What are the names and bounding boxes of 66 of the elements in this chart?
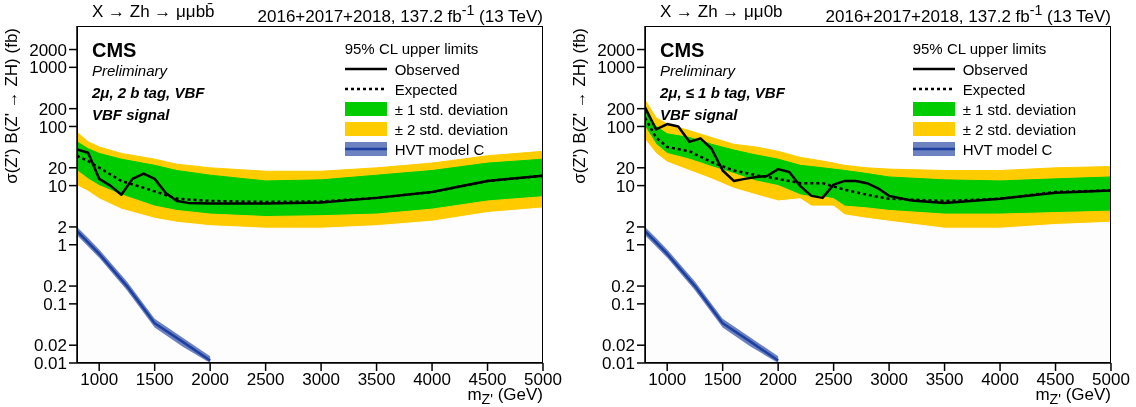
y-tick-label: 0.02 [601, 336, 635, 356]
x-axis-title: m$_{Z'}$ (GeV) [467, 385, 543, 407]
x-tick-label: 3500 [925, 370, 964, 390]
legend-label: Observed [962, 60, 1028, 78]
legend-title: 95% CL upper limits [344, 40, 480, 57]
y-tick-label: 2 [625, 217, 635, 237]
legend-label: ± 1 std. deviation [962, 100, 1076, 118]
legend-label: ± 2 std. deviation [394, 120, 508, 138]
y-tick-label: 10 [48, 176, 67, 196]
y-tick-label: 2000 [597, 40, 635, 60]
chart-subtitle: 2016+2017+2018, 137.2 fb$^{-1}$ (13 TeV) [257, 2, 543, 27]
annotation: Preliminary [660, 62, 737, 80]
x-tick-label: 1000 [80, 370, 119, 390]
y-tick-label: 0.02 [33, 336, 67, 356]
y-tick-label: 0.01 [33, 354, 67, 374]
y-tick-label: 1 [625, 235, 635, 255]
annotation: CMS [660, 38, 706, 62]
x-tick-label: 2000 [759, 370, 798, 390]
x-tick-label: 4000 [413, 370, 451, 390]
chart-title: X → Zh → μμbb̄ [92, 2, 215, 22]
annotation: 2μ, ≤ 1 b tag, VBF [660, 84, 785, 102]
legend-title: 95% CL upper limits [912, 40, 1048, 57]
legend-label: HVT model C [962, 140, 1053, 158]
annotation: VBF signal [660, 106, 739, 124]
x-axis-title: m$_{Z'}$ (GeV) [1035, 385, 1111, 407]
y-tick-label: 0.2 [43, 277, 67, 297]
legend-label: Expected [962, 80, 1026, 98]
legend-label: HVT model C [394, 140, 485, 158]
y-tick-label: 2000 [29, 40, 67, 60]
y-axis-title: σ(Z') B(Z' → ZH) (fb) [2, 28, 22, 184]
legend-label: Observed [394, 60, 460, 78]
annotation: 2μ, 2 b tag, VBF [92, 84, 205, 102]
legend-label: ± 2 std. deviation [962, 120, 1076, 138]
y-tick-label: 0.1 [611, 294, 635, 314]
y-tick-label: 0.01 [601, 354, 635, 374]
x-tick-label: 4000 [981, 370, 1019, 390]
x-tick-label: 2000 [191, 370, 230, 390]
y-tick-label: 200 [606, 99, 635, 119]
y-tick-label: 2 [57, 217, 67, 237]
x-tick-label: 3000 [870, 370, 909, 390]
y-tick-label: 200 [38, 99, 67, 119]
annotation: Preliminary [92, 62, 169, 80]
y-axis-title: σ(Z') B(Z' → ZH) (fb) [570, 28, 590, 184]
y-tick-label: 100 [38, 117, 67, 137]
y-tick-label: 20 [48, 158, 67, 178]
x-tick-label: 2500 [246, 370, 285, 390]
y-tick-label: 100 [606, 117, 635, 137]
y-tick-label: 1 [57, 235, 67, 255]
x-tick-label: 1500 [135, 370, 174, 390]
annotation: CMS [92, 38, 138, 62]
x-tick-label: 3000 [302, 370, 341, 390]
y-tick-label: 0.2 [611, 277, 635, 297]
y-tick-label: 10 [616, 176, 635, 196]
x-tick-label: 1500 [703, 370, 742, 390]
annotation: VBF signal [92, 106, 171, 124]
y-tick-label: 1000 [29, 58, 67, 78]
legend-label: ± 1 std. deviation [394, 100, 508, 118]
y-tick-label: 0.1 [43, 294, 67, 314]
x-tick-label: 2500 [814, 370, 853, 390]
y-tick-label: 1000 [597, 58, 635, 78]
x-tick-label: 3500 [357, 370, 396, 390]
y-tick-label: 20 [616, 158, 635, 178]
legend-label: Expected [394, 80, 458, 98]
chart-title: X → Zh → μμ0b [660, 2, 783, 22]
x-tick-label: 1000 [648, 370, 687, 390]
chart-subtitle: 2016+2017+2018, 137.2 fb$^{-1}$ (13 TeV) [825, 2, 1111, 27]
